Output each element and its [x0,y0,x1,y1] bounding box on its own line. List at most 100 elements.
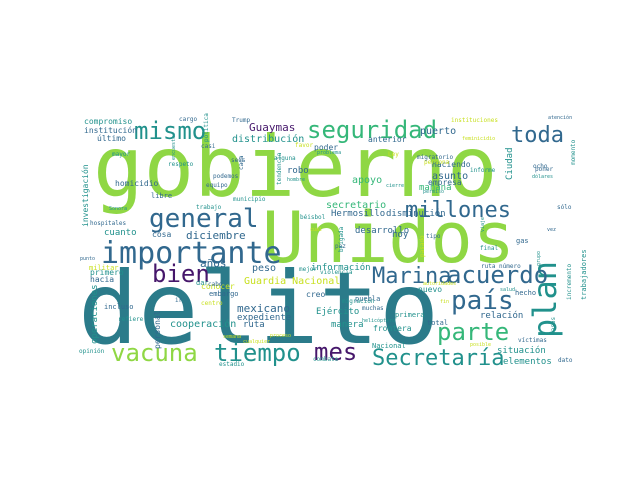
word-51: expediente [237,313,291,323]
word-118: ruta número [481,263,521,270]
word-25: diciembre [186,229,246,242]
word-70: trabajadores [580,249,588,300]
word-6: mismo [134,117,206,145]
word-127: problema [317,150,341,156]
word-98: ir [175,297,183,304]
word-18: Secretaría [372,346,504,371]
word-69: Ciudad [505,147,515,180]
word-71: gas [516,237,529,245]
word-113: hospitales [90,220,127,227]
word-31: secretario [326,200,386,211]
word-36: hoy [392,230,409,240]
word-83: dato [558,357,573,364]
word-125: favor [295,142,313,149]
word-123: tendencia [276,152,283,185]
word-68: instituciones [451,117,498,124]
word-62: personal [153,310,162,349]
word-66: anterior [368,135,407,144]
word-103: Trump [232,117,250,124]
word-39: primero [90,268,124,277]
word-78: pasado [419,235,426,257]
word-8: millones [405,198,511,223]
word-24: último [97,134,126,143]
word-112: Sonora [109,206,127,212]
word-129: cierre [386,183,404,189]
word-76: cargo [179,116,197,123]
word-40: años [200,257,227,270]
word-115: brigada [338,226,345,252]
word-126: feminicidio [462,136,495,142]
word-15: vacuna [111,339,198,367]
word-96: incluso [104,303,134,311]
word-48: cooperación [170,318,236,330]
word-106: poner [535,166,553,173]
word-50: mexicano [237,302,290,315]
word-54: creo [306,290,325,299]
word-92: dar [196,279,209,287]
word-46: relación [480,310,523,321]
word-140: posible [470,342,491,348]
word-79: paz [335,243,346,250]
word-116: combate [313,356,339,363]
word-128: hombre [287,177,305,183]
word-63: militar [89,264,119,272]
word-82: informe [470,167,496,174]
word-30: Haciendo [432,160,471,169]
word-57: frontera [373,324,412,333]
word-85: equipo [206,182,228,189]
word-67: poder [314,143,338,152]
word-11: plan [526,261,564,338]
word-52: Ejército [316,306,359,317]
word-12: parte [437,318,509,346]
word-43: Guardia Nacional [244,276,340,287]
word-64: investigación [80,164,90,227]
word-35: homicidio [115,179,159,188]
word-84: respeto [168,161,194,168]
word-122: salud [500,287,515,293]
word-2: Unidos [262,197,515,279]
word-134: Ley [388,151,399,158]
word-130: permiso [423,189,444,195]
word-117: opinión [79,348,105,355]
word-110: cada [238,155,245,170]
word-47: hecho [515,289,536,297]
word-55: puebla [355,295,380,303]
word-20: distribución [232,133,304,145]
word-108: migratorio [417,154,454,161]
word-34: Hermosillo [331,209,385,219]
word-121: punto [80,256,95,262]
word-22: compromiso [84,117,132,126]
word-10: país [451,286,514,316]
word-81: momento [570,139,577,165]
word-19: Guaymas [249,121,295,134]
word-13: acuerdo [447,261,548,289]
word-41: peso [252,263,276,274]
word-14: Marina [372,264,451,289]
word-53: manera [331,320,364,330]
word-114: béisbol [300,214,326,221]
word-88: libre [151,192,172,200]
word-38: cosa [152,230,171,239]
word-0: delito [78,250,439,367]
word-93: embargo [209,290,239,298]
word-29: mañana [419,183,452,193]
word-42: información [311,262,371,273]
word-49: ruta [243,320,265,330]
word-72: sólo [557,204,572,211]
word-145: encuesta [171,136,177,160]
word-102: mayor [112,151,130,158]
word-101: migración [342,298,375,305]
word-131: incremento [566,263,573,300]
word-61: operaciones [90,284,100,344]
word-65: empresa [428,178,462,187]
word-1: gobierno [93,118,498,216]
word-5: seguridad [307,116,437,144]
word-27: asunto [432,171,468,182]
word-89: municipio [233,196,266,203]
word-4: general [149,204,259,234]
word-86: podemos [213,173,239,180]
word-95: hacia [90,275,114,284]
word-97: refiere [118,316,144,323]
